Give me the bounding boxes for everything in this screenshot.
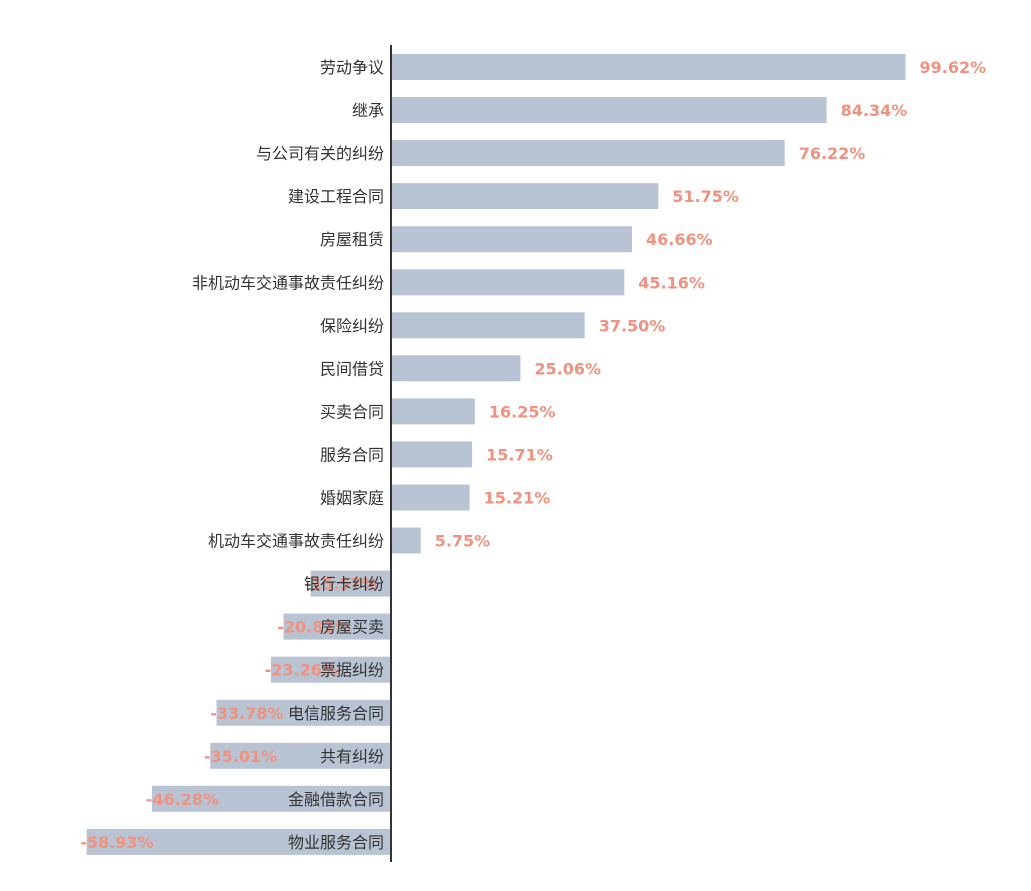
category-label-18: 物业服务合同 (288, 833, 384, 852)
category-label-17: 金融借款合同 (288, 790, 384, 809)
value-label-15: -33.78% (210, 704, 283, 723)
bar-14 (270, 656, 391, 683)
category-label-7: 民间借贷 (320, 359, 384, 378)
bar-4 (391, 226, 632, 253)
value-label-8: 16.25% (489, 402, 556, 421)
category-label-16: 共有纠纷 (320, 747, 384, 766)
value-label-18: -58.93% (80, 833, 153, 852)
bar-6 (391, 312, 585, 339)
category-label-3: 建设工程合同 (288, 187, 384, 206)
value-label-17: -46.28% (146, 790, 219, 809)
bar-2 (391, 140, 785, 167)
category-label-10: 婚姻家庭 (320, 489, 384, 508)
value-label-2: 76.22% (799, 144, 866, 163)
value-label-14: -23.26% (265, 661, 338, 680)
category-label-13: 房屋买卖 (320, 618, 384, 637)
category-label-15: 电信服务合同 (288, 704, 384, 723)
bar-0 (391, 54, 906, 80)
value-label-7: 25.06% (534, 359, 601, 378)
value-label-13: -20.82% (277, 618, 350, 637)
bar-16 (210, 742, 391, 769)
bar-17 (152, 785, 391, 812)
category-label-2: 与公司有关的纠纷 (256, 144, 384, 163)
category-label-12: 银行卡纠纷 (304, 575, 384, 594)
category-label-6: 保险纠纷 (320, 316, 384, 335)
bar-15 (216, 699, 391, 726)
bar-11 (391, 527, 421, 554)
bar-18 (86, 828, 391, 855)
value-label-4: 46.66% (646, 230, 713, 249)
category-label-1: 继承 (352, 101, 384, 120)
bar-12 (310, 570, 391, 597)
bar-5 (391, 269, 625, 296)
category-label-4: 房屋租赁 (320, 230, 384, 249)
value-label-0: 99.62% (920, 58, 987, 77)
bar-13 (283, 613, 391, 640)
value-label-16: -35.01% (204, 747, 277, 766)
value-label-9: 15.71% (486, 445, 553, 464)
bar-1 (391, 97, 827, 123)
value-label-11: 5.75% (435, 532, 491, 551)
category-label-8: 买卖合同 (320, 402, 384, 421)
category-label-14: 票据纠纷 (320, 661, 384, 680)
value-label-10: 15.21% (484, 489, 551, 508)
bar-10 (391, 484, 470, 511)
bar-3 (391, 183, 659, 210)
bar-8 (391, 398, 475, 425)
value-label-6: 37.50% (599, 316, 666, 335)
category-label-11: 机动车交通事故责任纠纷 (208, 532, 384, 551)
value-label-12: -15.57% (304, 575, 377, 594)
bar-9 (391, 441, 473, 468)
value-label-1: 84.34% (841, 101, 908, 120)
bar-7 (391, 355, 521, 382)
value-label-5: 45.16% (638, 273, 705, 292)
category-label-5: 非机动车交通事故责任纠纷 (192, 273, 384, 292)
category-label-0: 劳动争议 (320, 58, 384, 77)
value-label-3: 51.75% (672, 187, 739, 206)
category-label-9: 服务合同 (320, 445, 384, 464)
